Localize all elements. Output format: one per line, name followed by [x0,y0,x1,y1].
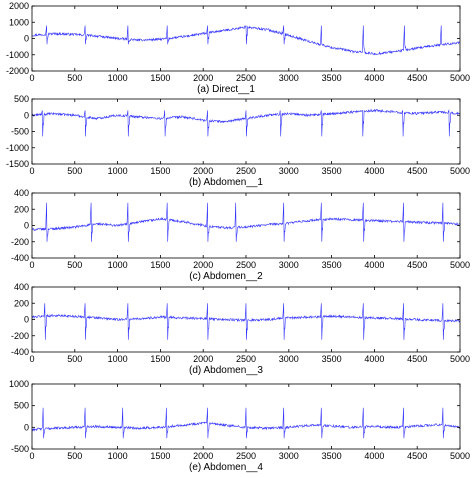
x-tick-label: 1000 [108,354,128,364]
x-tick-label: 5000 [450,73,470,83]
x-tick-label: 2000 [193,166,213,176]
y-tick-label: -500 [11,444,29,454]
x-tick-label: 500 [67,260,82,270]
signal-trace-2 [31,108,461,137]
y-tick-label: 1000 [9,379,29,389]
x-tick-label: 500 [67,354,82,364]
x-tick-label: 1500 [150,166,170,176]
y-tick-label: 500 [14,94,29,104]
x-tick-label: 5000 [450,451,470,461]
y-tick-label: 0 [24,221,29,231]
x-tick-label: 2000 [193,260,213,270]
x-tick-label: 3000 [279,451,299,461]
x-tick-label: 2500 [236,260,256,270]
x-tick-label: 2500 [236,451,256,461]
x-tick-label: 1500 [150,451,170,461]
x-tick-label: 5000 [450,260,470,270]
y-tick-label: -400 [11,253,29,263]
x-tick-label: 4500 [407,260,427,270]
panel-caption: (b) Abdomen__1 [189,177,263,188]
x-tick-label: 3000 [279,354,299,364]
panel-caption: (d) Abdomen__3 [189,365,263,376]
plot-frame [31,192,461,259]
x-tick-label: 3000 [279,73,299,83]
x-tick-label: 4000 [364,260,384,270]
x-tick-label: 500 [67,166,82,176]
x-tick-label: 5000 [450,354,470,364]
signal-trace-5 [31,407,461,439]
y-tick-label: 1000 [9,17,29,27]
x-tick-label: 2000 [193,73,213,83]
signal-trace-4 [31,303,461,340]
x-tick-label: 3500 [322,451,342,461]
x-tick-label: 3500 [322,166,342,176]
chart-panel-3: 0 500 1000 1500 2000 2500 3000 3500 4000 4500 5000… [11,188,470,282]
x-tick-label: 0 [29,73,34,83]
y-tick-label: 0 [24,110,29,120]
x-tick-label: 3000 [279,166,299,176]
chart-panel-2: 0 500 1000 1500 2000 2500 3000 3500 4000 4500 5000… [6,94,470,188]
x-tick-label: 0 [29,451,34,461]
x-tick-label: 1000 [108,166,128,176]
plot-frame [31,98,461,165]
y-tick-label: -2000 [6,66,29,76]
x-tick-label: 3000 [279,260,299,270]
x-tick-label: 3500 [322,354,342,364]
y-tick-label: 0 [24,34,29,44]
x-tick-label: 2500 [236,354,256,364]
x-tick-label: 1500 [150,354,170,364]
x-tick-label: 4500 [407,73,427,83]
x-tick-label: 3500 [322,260,342,270]
y-tick-label: -200 [11,331,29,341]
x-tick-label: 1000 [108,451,128,461]
x-tick-label: 1000 [108,260,128,270]
y-tick-label: -1500 [6,159,29,169]
x-tick-label: 1000 [108,73,128,83]
x-tick-label: 4000 [364,73,384,83]
x-tick-label: 500 [67,73,82,83]
panel-caption: (e) Abdomen__4 [189,462,263,473]
y-tick-label: -1000 [6,143,29,153]
chart-panel-4: 0 500 1000 1500 2000 2500 3000 3500 4000 4500 5000… [11,282,470,376]
x-tick-label: 0 [29,354,34,364]
y-tick-label: 200 [14,204,29,214]
x-tick-label: 5000 [450,166,470,176]
x-tick-label: 2000 [193,451,213,461]
x-tick-label: 3500 [322,73,342,83]
x-tick-label: 4000 [364,166,384,176]
x-tick-label: 1500 [150,73,170,83]
panel-caption: (c) Abdomen__2 [189,271,263,282]
chart-panel-1: 0 500 1000 1500 2000 2500 3000 3500 4000 4500 5000… [6,1,470,95]
x-tick-label: 1500 [150,260,170,270]
chart-panel-5: 0 500 1000 1500 2000 2500 3000 3500 4000 4500 5000… [9,379,470,473]
x-tick-label: 500 [67,451,82,461]
x-tick-label: 0 [29,166,34,176]
y-tick-label: 200 [14,298,29,308]
y-tick-label: -500 [11,127,29,137]
x-tick-label: 0 [29,260,34,270]
y-tick-label: 400 [14,188,29,198]
x-tick-label: 2500 [236,166,256,176]
x-tick-label: 4500 [407,166,427,176]
signal-trace-3 [31,202,461,242]
x-tick-label: 4000 [364,354,384,364]
y-tick-label: 2000 [9,1,29,11]
x-tick-label: 4500 [407,354,427,364]
y-tick-label: 0 [24,422,29,432]
y-tick-label: 0 [24,315,29,325]
y-tick-label: -400 [11,347,29,357]
x-tick-label: 2500 [236,73,256,83]
panel-caption: (a) Direct__1 [197,84,255,95]
x-tick-label: 4000 [364,451,384,461]
y-tick-label: 400 [14,282,29,292]
y-tick-label: -200 [11,237,29,247]
y-tick-label: 500 [14,401,29,411]
y-tick-label: -1000 [6,50,29,60]
signal-trace-1 [31,25,461,56]
x-tick-label: 2000 [193,354,213,364]
x-tick-label: 4500 [407,451,427,461]
